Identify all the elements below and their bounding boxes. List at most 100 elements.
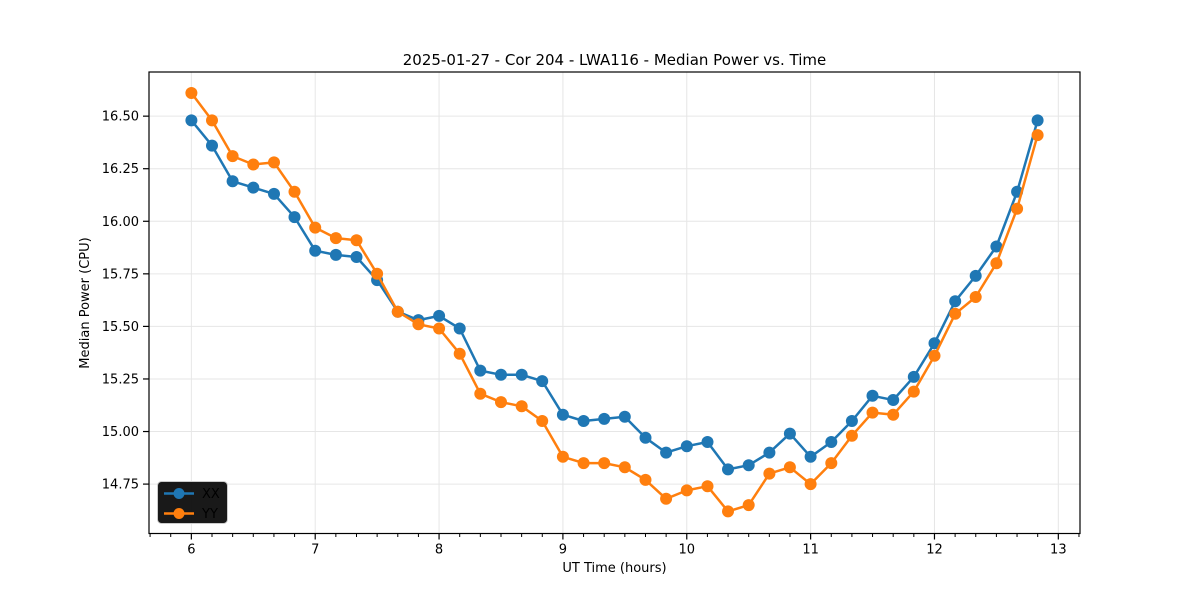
plot-border (148, 71, 1081, 535)
data-point-xx (804, 450, 817, 463)
data-point-xx (495, 368, 507, 381)
data-point-yy (825, 457, 838, 470)
data-point-yy (722, 505, 734, 518)
data-point-xx (949, 295, 962, 308)
data-point-xx (680, 440, 693, 453)
data-point-yy (1031, 129, 1044, 142)
data-point-xx (226, 175, 239, 188)
data-point-xx (907, 370, 920, 383)
data-point-xx (206, 139, 218, 152)
axes-layer: 6 7 8 9 10 11 12 13 14.75 15.00 15.25 15.50 15.75 16.… (102, 71, 1081, 558)
data-point-xx (288, 211, 301, 224)
data-point-yy (371, 267, 384, 280)
data-point-yy (618, 461, 631, 474)
data-point-yy (804, 478, 817, 491)
data-point-xx (536, 375, 549, 388)
x-tick-label: 11 (802, 543, 819, 558)
legend: XX YY (157, 481, 228, 524)
data-point-xx (598, 412, 611, 425)
data-point-yy (598, 457, 611, 470)
data-point-yy (206, 114, 218, 127)
data-point-xx (742, 459, 755, 472)
y-tick-label: 16.50 (102, 110, 139, 125)
data-point-yy (556, 450, 569, 463)
chart-title: 2025-01-27 - Cor 204 - LWA116 - Median P… (403, 51, 827, 69)
data-point-yy (887, 408, 900, 421)
data-point-yy (949, 307, 962, 320)
legend-marker-yy (173, 508, 185, 519)
data-point-yy (247, 158, 260, 171)
data-point-yy (1011, 202, 1024, 215)
x-tick-label: 13 (1050, 543, 1067, 558)
x-tick-label: 8 (435, 543, 443, 558)
data-point-xx (660, 446, 673, 459)
data-point-xx (845, 415, 858, 427)
data-point-yy (577, 457, 590, 470)
data-point-xx (618, 410, 631, 423)
data-point-yy (969, 291, 982, 303)
y-tick-label: 15.00 (102, 425, 139, 440)
y-tick-label: 14.75 (102, 478, 139, 493)
data-point-xx (1031, 114, 1044, 127)
data-point-xx (990, 240, 1003, 253)
data-point-xx (722, 463, 734, 476)
data-point-xx (515, 368, 528, 381)
y-tick-label: 16.25 (102, 162, 139, 177)
data-point-xx (577, 415, 590, 427)
data-point-yy (350, 234, 363, 247)
data-point-yy (701, 480, 714, 493)
data-point-xx (969, 269, 982, 282)
y-tick-label: 15.50 (102, 320, 139, 335)
series-line-xx (190, 119, 1039, 471)
series-layer (185, 87, 1044, 518)
data-point-xx (268, 187, 280, 200)
grid-layer (149, 72, 1080, 534)
data-point-xx (866, 389, 879, 402)
x-tick-label: 7 (311, 543, 319, 558)
data-point-yy (536, 415, 549, 427)
data-point-yy (288, 185, 301, 198)
data-point-xx (887, 394, 900, 406)
data-point-xx (783, 427, 796, 440)
data-point-yy (309, 221, 322, 234)
data-point-xx (701, 436, 714, 448)
data-point-xx (474, 364, 487, 377)
data-point-xx (329, 248, 342, 261)
data-point-yy (391, 305, 404, 318)
data-point-xx (247, 181, 260, 194)
data-point-yy (680, 484, 693, 497)
y-tick-label: 15.25 (102, 372, 139, 387)
data-point-yy (763, 467, 776, 480)
y-tick-label: 16.00 (102, 215, 139, 230)
data-point-xx (825, 436, 838, 448)
data-point-yy (515, 400, 528, 413)
data-point-xx (928, 337, 941, 350)
data-point-yy (268, 156, 280, 169)
data-point-yy (660, 492, 673, 505)
data-point-yy (990, 257, 1003, 270)
data-point-yy (412, 318, 425, 331)
x-tick-label: 6 (187, 543, 195, 558)
data-point-yy (185, 87, 198, 99)
x-axis-label: UT Time (hours) (562, 561, 666, 576)
data-point-yy (453, 347, 466, 360)
data-point-yy (226, 150, 239, 163)
y-tick-label: 15.75 (102, 267, 139, 282)
data-point-yy (742, 499, 755, 512)
data-point-yy (907, 385, 920, 398)
data-point-yy (329, 232, 342, 245)
data-point-yy (866, 406, 879, 419)
data-point-yy (783, 461, 796, 474)
x-tick-label: 12 (926, 543, 943, 558)
x-tick-label: 10 (678, 543, 695, 558)
data-point-xx (639, 431, 652, 444)
data-point-xx (185, 114, 198, 127)
legend-label-xx: XX (202, 487, 220, 502)
data-point-yy (433, 322, 446, 335)
data-point-yy (639, 473, 652, 486)
y-axis-label: Median Power (CPU) (78, 237, 93, 368)
legend-marker-xx (173, 488, 185, 499)
data-point-xx (433, 309, 446, 322)
